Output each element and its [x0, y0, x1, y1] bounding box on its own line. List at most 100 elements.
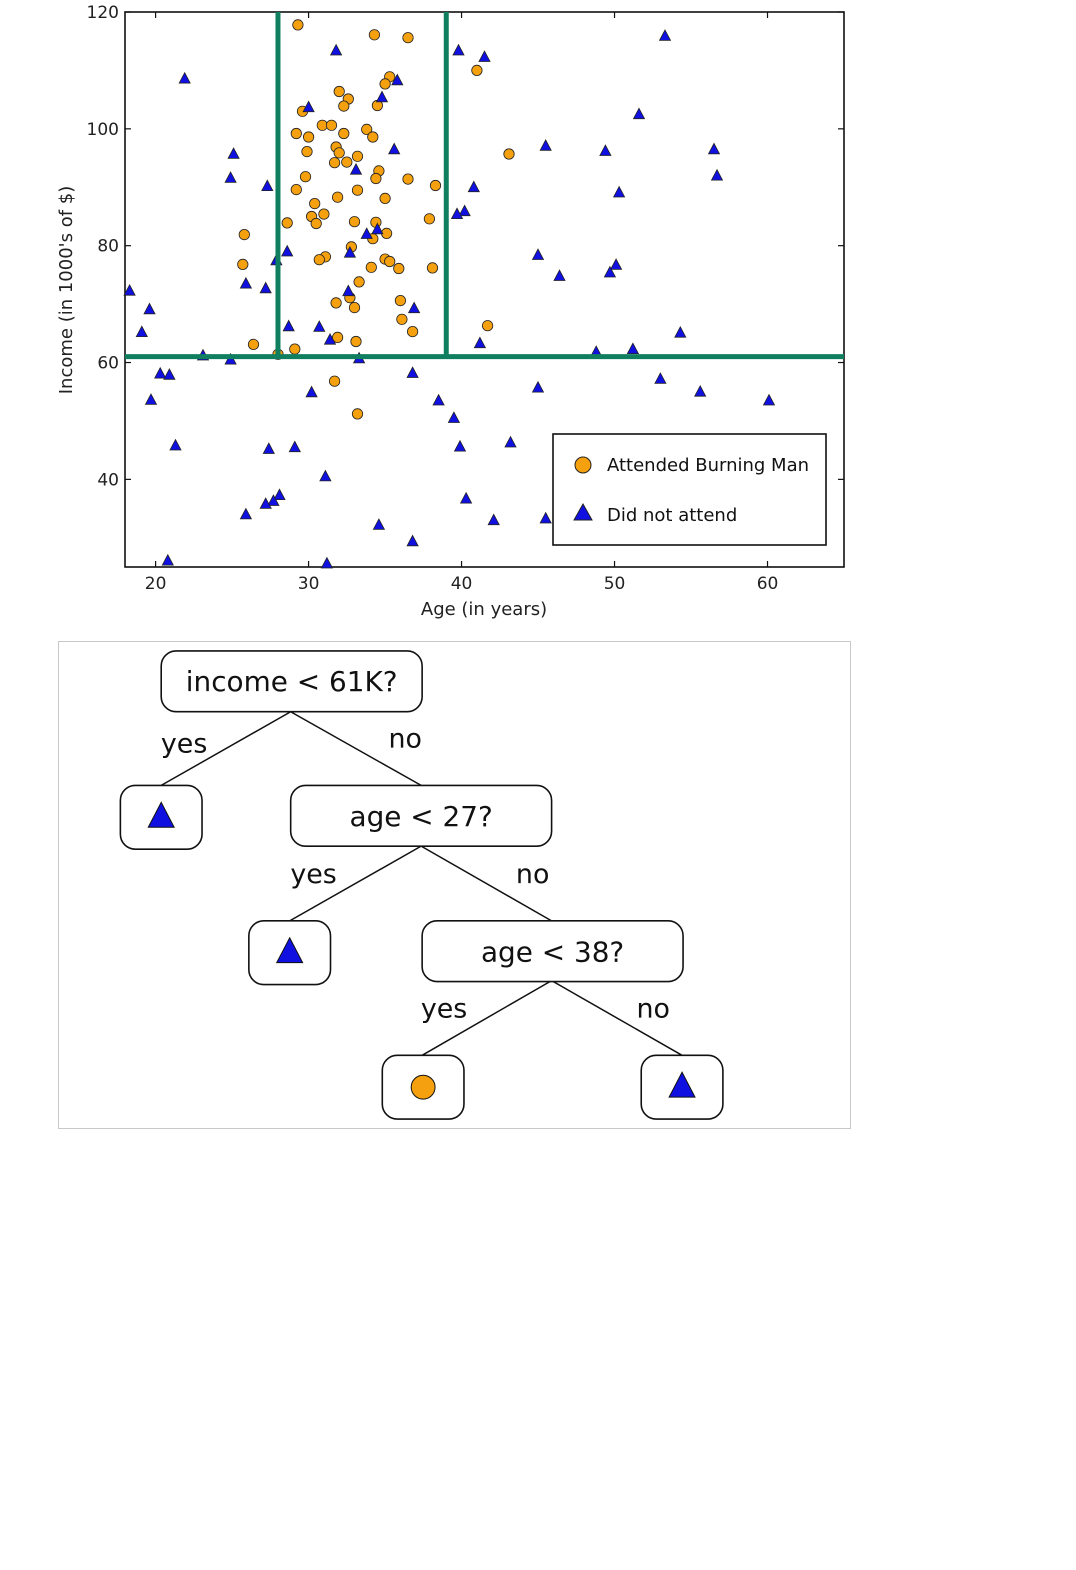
point-attended-66	[328, 375, 341, 387]
point-attended-53	[353, 276, 365, 288]
node-age-38	[421, 920, 684, 983]
point-attended-62	[350, 335, 362, 348]
point-attended-45	[237, 258, 249, 270]
point-not-attended-61	[453, 439, 467, 452]
point-attended-27	[299, 171, 312, 183]
point-not-attended-12	[599, 144, 612, 156]
point-attended-33	[309, 198, 321, 210]
leaf-1-triangle-icon	[147, 801, 175, 828]
point-attended-37	[310, 217, 322, 230]
point-not-attended-39	[135, 325, 148, 338]
point-not-attended-25	[343, 245, 357, 258]
node-age-27-label: age < 27?	[349, 800, 492, 833]
point-not-attended-22	[371, 222, 384, 235]
point-not-attended-72	[372, 518, 386, 530]
point-not-attended-13	[227, 147, 240, 159]
point-not-attended-32	[259, 281, 272, 294]
x-tick-label-60: 60	[757, 574, 779, 594]
point-not-attended-65	[459, 491, 473, 504]
point-not-attended-55	[144, 393, 158, 405]
point-attended-16	[361, 123, 373, 135]
point-not-attended-73	[406, 534, 419, 547]
point-attended-17	[367, 131, 379, 143]
point-not-attended-24	[281, 244, 294, 257]
point-not-attended-0	[658, 29, 672, 41]
point-not-attended-74	[161, 553, 174, 566]
point-attended-1	[368, 29, 380, 41]
point-not-attended-18	[467, 180, 480, 193]
point-attended-6	[333, 85, 345, 98]
point-attended-13	[290, 127, 302, 140]
decision-tree: income < 61K? age < 27? age < 38? yes no…	[119, 650, 724, 1120]
scatter-plot: 20 30 40 50 60 40 60 80 100 120 Age (in years) In…	[56, 3, 845, 620]
point-not-attended-64	[319, 469, 332, 482]
point-attended-38	[281, 217, 293, 229]
node-age-27	[289, 784, 553, 847]
edge-root-no-label: no	[388, 724, 421, 755]
axis-ticks: 20 30 40 50 60 40 60 80 100 120	[87, 3, 844, 594]
point-not-attended-33	[123, 283, 136, 296]
point-attended-47	[384, 255, 396, 268]
edge-root-no	[290, 711, 422, 787]
legend: Attended Burning Man Did not attend	[552, 433, 827, 546]
point-not-attended-43	[626, 342, 640, 355]
point-not-attended-59	[504, 435, 517, 448]
point-not-attended-53	[305, 385, 318, 398]
point-not-attended-41	[323, 332, 337, 345]
point-not-attended-10	[707, 142, 721, 155]
point-not-attended-11	[388, 142, 401, 155]
legend-attended-label: Attended Burning Man	[607, 455, 809, 476]
point-attended-29	[290, 184, 302, 196]
point-attended-31	[331, 191, 344, 203]
point-not-attended-37	[282, 319, 295, 332]
point-attended-39	[348, 216, 361, 228]
point-attended-55	[330, 297, 342, 309]
y-tick-label-80: 80	[97, 237, 119, 257]
y-tick-label-40: 40	[97, 470, 119, 490]
point-not-attended-28	[609, 258, 623, 270]
point-attended-49	[313, 254, 325, 266]
point-not-attended-5	[391, 73, 404, 86]
point-not-attended-8	[632, 107, 646, 120]
point-not-attended-15	[224, 171, 237, 183]
legend-not-attended-marker	[573, 502, 593, 521]
point-not-attended-16	[710, 168, 724, 181]
point-attended-15	[338, 127, 350, 140]
point-not-attended-69	[239, 507, 253, 520]
point-not-attended-68	[259, 497, 272, 509]
point-not-attended-60	[169, 438, 182, 451]
point-not-attended-17	[261, 179, 274, 192]
edge-root-yes-label: yes	[161, 729, 207, 760]
node-age-38-label: age < 38?	[481, 936, 624, 969]
point-attended-28	[429, 179, 442, 192]
point-not-attended-2	[452, 43, 465, 56]
point-attended-3	[471, 64, 483, 77]
point-not-attended-6	[375, 90, 389, 103]
point-not-attended-34	[342, 284, 355, 297]
edge-n3-no	[551, 979, 683, 1056]
point-not-attended-7	[302, 100, 315, 113]
point-not-attended-26	[531, 248, 545, 260]
edge-n2-no-label: no	[516, 859, 549, 890]
point-attended-58	[396, 313, 408, 325]
point-not-attended-49	[163, 368, 176, 380]
point-attended-5	[379, 78, 391, 90]
point-not-attended-19	[612, 185, 626, 198]
point-not-attended-75	[320, 556, 334, 569]
point-attended-18	[301, 146, 313, 158]
legend-attended-marker	[574, 456, 592, 474]
point-attended-41	[238, 229, 250, 241]
plot-marks	[123, 19, 776, 569]
edge-n2-yes-label: yes	[290, 859, 336, 890]
point-not-attended-58	[447, 411, 461, 423]
x-tick-label-20: 20	[145, 574, 167, 594]
leaf-4-triangle-icon	[668, 1071, 696, 1098]
point-not-attended-3	[478, 50, 491, 62]
y-tick-label-100: 100	[87, 120, 119, 140]
point-attended-67	[351, 408, 364, 420]
point-attended-26	[402, 173, 414, 185]
point-attended-12	[325, 119, 338, 131]
point-not-attended-31	[239, 276, 253, 289]
x-tick-label-30: 30	[298, 574, 320, 594]
point-attended-56	[394, 294, 406, 307]
